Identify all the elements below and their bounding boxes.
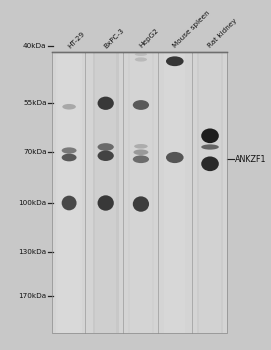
Point — [46, 201, 50, 205]
Bar — [52, 52, 227, 333]
Text: HT-29: HT-29 — [66, 30, 85, 49]
Ellipse shape — [135, 57, 147, 62]
Ellipse shape — [166, 152, 184, 163]
Ellipse shape — [98, 143, 114, 151]
Ellipse shape — [62, 196, 77, 210]
Ellipse shape — [135, 52, 147, 56]
Point — [52, 294, 55, 298]
Ellipse shape — [62, 154, 77, 161]
Ellipse shape — [201, 156, 219, 171]
Text: 100kDa: 100kDa — [18, 200, 47, 206]
Ellipse shape — [166, 56, 184, 66]
Point — [52, 201, 55, 205]
Bar — [59, 52, 80, 333]
Text: 40kDa: 40kDa — [23, 42, 47, 49]
Ellipse shape — [98, 97, 114, 110]
Ellipse shape — [62, 147, 77, 154]
Bar — [128, 52, 154, 333]
Bar — [130, 52, 152, 333]
Point — [46, 150, 50, 154]
Point — [52, 250, 55, 254]
Point — [46, 101, 50, 105]
Ellipse shape — [133, 196, 149, 212]
Text: 55kDa: 55kDa — [23, 100, 47, 106]
Bar — [199, 52, 221, 333]
Ellipse shape — [201, 128, 219, 143]
Text: BxPC-3: BxPC-3 — [103, 27, 125, 49]
Text: 130kDa: 130kDa — [18, 249, 47, 255]
Ellipse shape — [98, 195, 114, 211]
Text: Mouse spleen: Mouse spleen — [172, 10, 211, 49]
Point — [46, 43, 50, 48]
Ellipse shape — [62, 104, 76, 110]
Bar — [197, 52, 223, 333]
Ellipse shape — [134, 144, 148, 148]
Point — [225, 50, 229, 54]
Point — [52, 43, 55, 48]
Text: 70kDa: 70kDa — [23, 149, 47, 155]
Point — [232, 157, 235, 161]
Ellipse shape — [133, 155, 149, 163]
Text: 170kDa: 170kDa — [18, 293, 47, 299]
Text: HepG2: HepG2 — [138, 28, 160, 49]
Point — [46, 294, 50, 298]
Ellipse shape — [134, 149, 149, 155]
Point — [46, 250, 50, 254]
Point — [225, 157, 229, 161]
Text: Rat kidney: Rat kidney — [207, 18, 238, 49]
Bar — [52, 52, 227, 333]
Point — [52, 101, 55, 105]
Bar — [162, 52, 188, 333]
Point — [50, 50, 54, 54]
Bar — [93, 52, 119, 333]
Ellipse shape — [133, 100, 149, 110]
Ellipse shape — [201, 144, 219, 149]
Point — [52, 150, 55, 154]
Text: ANKZF1: ANKZF1 — [235, 155, 267, 164]
Ellipse shape — [98, 150, 114, 161]
Bar — [164, 52, 185, 333]
Bar — [95, 52, 117, 333]
Bar — [56, 52, 82, 333]
